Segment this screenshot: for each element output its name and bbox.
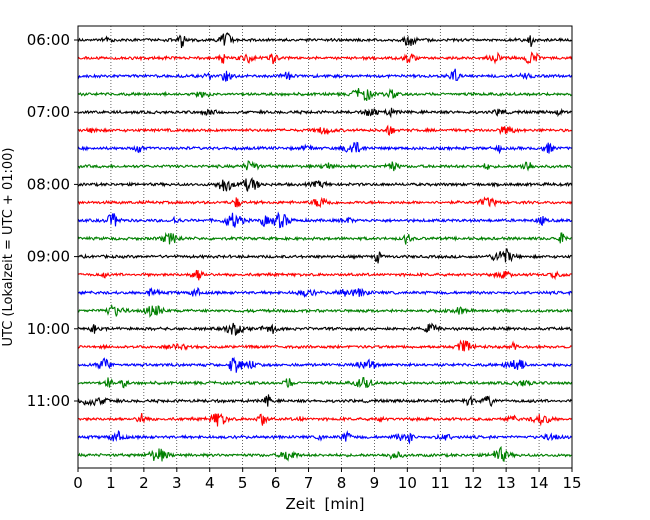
seismic-trace — [77, 177, 573, 192]
x-tick-label: 15 — [562, 474, 581, 492]
seismic-trace — [77, 339, 572, 352]
y-axis-label: UTC (Lokalzeit = UTC + 01:00) — [1, 148, 16, 347]
x-tick-label: 7 — [304, 474, 314, 492]
x-tick-label: 9 — [370, 474, 380, 492]
seismic-trace — [77, 356, 572, 373]
seismic-trace — [77, 107, 572, 119]
seismic-trace — [77, 141, 572, 155]
plot-frame — [77, 25, 573, 469]
y-tick-label: 10:00 — [27, 320, 70, 338]
seismic-trace — [77, 429, 572, 445]
x-tick-label: 4 — [205, 474, 215, 492]
seismic-trace — [77, 322, 572, 337]
seismic-trace — [77, 377, 573, 389]
y-tick-label: 08:00 — [27, 175, 70, 193]
seismic-trace — [77, 394, 572, 408]
x-tick-label: 6 — [271, 474, 281, 492]
seismic-trace — [77, 196, 573, 209]
seismic-trace — [77, 88, 572, 101]
x-tick-label: 8 — [337, 474, 347, 492]
seismic-trace — [77, 124, 572, 136]
seismic-trace — [77, 68, 573, 82]
seismic-traces — [77, 32, 573, 462]
x-axis-ticks: 0 1 2 3 4 5 6 7 8 9 10 11 12 13 14 15 — [73, 468, 582, 492]
seismic-trace — [77, 269, 572, 281]
x-axis-label: Zeit [min] — [285, 495, 364, 513]
seismic-trace — [77, 412, 572, 427]
x-tick-label: 10 — [398, 474, 417, 492]
x-tick-label: 3 — [172, 474, 182, 492]
y-tick-label: 11:00 — [27, 392, 70, 410]
y-tick-label: 06:00 — [27, 31, 70, 49]
x-tick-label: 2 — [139, 474, 149, 492]
seismic-trace — [77, 231, 572, 245]
seismic-trace — [77, 32, 572, 49]
y-axis-ticks: 06:00 07:00 08:00 09:00 10:00 11:00 — [27, 31, 78, 410]
x-tick-label: 14 — [530, 474, 549, 492]
seismic-trace — [77, 286, 573, 299]
seismic-trace — [77, 303, 573, 318]
seismic-trace — [77, 160, 572, 172]
y-tick-label: 09:00 — [27, 248, 70, 266]
y-tick-label: 07:00 — [27, 103, 70, 121]
seismic-trace — [77, 51, 573, 65]
seismic-trace — [77, 445, 572, 462]
x-tick-label: 13 — [497, 474, 516, 492]
x-tick-label: 12 — [464, 474, 483, 492]
seismic-trace — [77, 211, 572, 229]
x-tick-label: 1 — [106, 474, 116, 492]
x-tick-label: 11 — [431, 474, 450, 492]
seismic-trace — [77, 248, 572, 264]
x-tick-label: 0 — [73, 474, 83, 492]
x-tick-label: 5 — [238, 474, 248, 492]
